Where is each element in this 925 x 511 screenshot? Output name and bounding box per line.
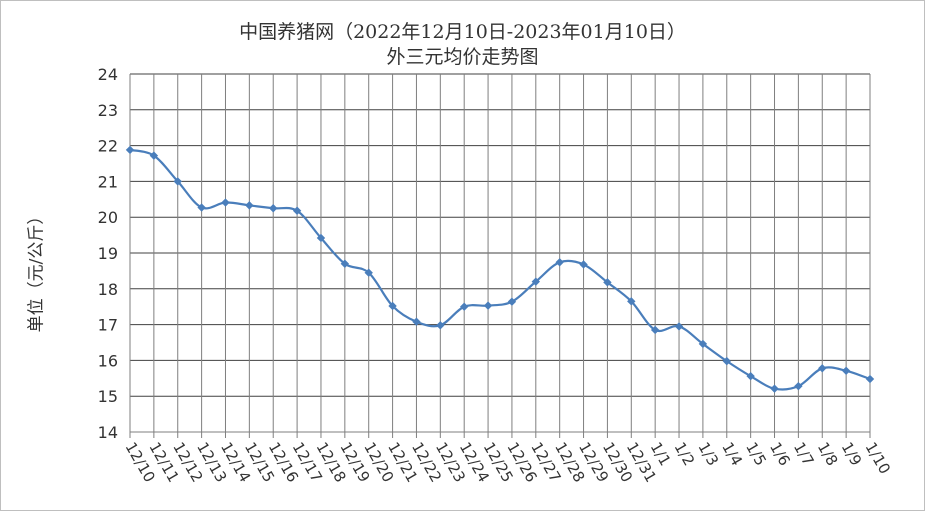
data-point	[483, 301, 493, 310]
y-tick-label: 17	[98, 316, 118, 335]
x-tick-label: 1/9	[838, 439, 866, 469]
x-tick-label: 1/5	[742, 439, 770, 469]
data-point	[579, 260, 588, 269]
data-point	[197, 203, 206, 212]
data-point	[865, 374, 875, 384]
data-point	[316, 233, 326, 243]
data-point	[292, 206, 302, 215]
y-tick-label: 22	[98, 137, 118, 156]
data-point	[531, 277, 541, 286]
data-point	[149, 151, 159, 160]
data-point	[794, 381, 803, 391]
data-point	[722, 356, 731, 366]
data-point	[627, 297, 636, 306]
data-point	[245, 201, 254, 210]
data-point	[841, 366, 851, 375]
data-point	[746, 371, 755, 381]
x-tick-marks	[129, 432, 871, 438]
x-tick-label: 1/6	[766, 439, 794, 469]
y-tick-label: 21	[98, 172, 118, 191]
data-point	[674, 322, 684, 331]
x-tick-label: 1/7	[790, 439, 818, 469]
data-point	[603, 278, 612, 287]
data-point	[364, 268, 373, 277]
data-point	[125, 145, 135, 155]
data-point	[340, 259, 350, 268]
y-tick-label: 24	[98, 65, 118, 84]
x-tick-label: 1/8	[814, 439, 842, 469]
y-tick-label: 19	[98, 244, 118, 263]
data-point	[221, 198, 230, 207]
y-tick-label: 23	[98, 101, 118, 120]
data-point	[650, 325, 660, 335]
chart-subtitle: 外三元均价走势图	[386, 46, 539, 68]
series-line	[129, 148, 871, 391]
data-point	[412, 317, 421, 326]
data-point	[269, 204, 278, 213]
data-point	[818, 364, 827, 373]
data-point	[173, 177, 182, 186]
data-point	[388, 301, 397, 311]
data-point	[436, 321, 445, 330]
y-tick-label: 14	[98, 423, 118, 442]
y-tick-label: 18	[98, 280, 118, 299]
x-tick-label: 1/10	[862, 439, 894, 477]
data-points	[125, 145, 875, 393]
data-point	[507, 297, 517, 306]
x-tick-label: 1/2	[671, 439, 699, 469]
chart-title: 中国养猪网（2022年12月10日-2023年01月10日）	[239, 21, 686, 43]
x-tick-labels: 12/1012/1112/1212/1312/1412/1512/1612/17…	[122, 439, 894, 485]
x-tick-label: 1/3	[694, 439, 722, 469]
y-tick-label: 15	[98, 387, 118, 406]
x-tick-label: 1/4	[718, 439, 746, 469]
grid-lines	[129, 73, 871, 433]
y-tick-labels: 14 15 16 17 18 19 20 21 22 23 24	[98, 65, 118, 442]
y-tick-label: 20	[98, 208, 118, 227]
data-point	[555, 258, 564, 267]
data-point	[459, 302, 469, 311]
y-tick-label: 16	[98, 351, 118, 370]
data-point	[698, 339, 708, 349]
data-point	[770, 384, 779, 393]
